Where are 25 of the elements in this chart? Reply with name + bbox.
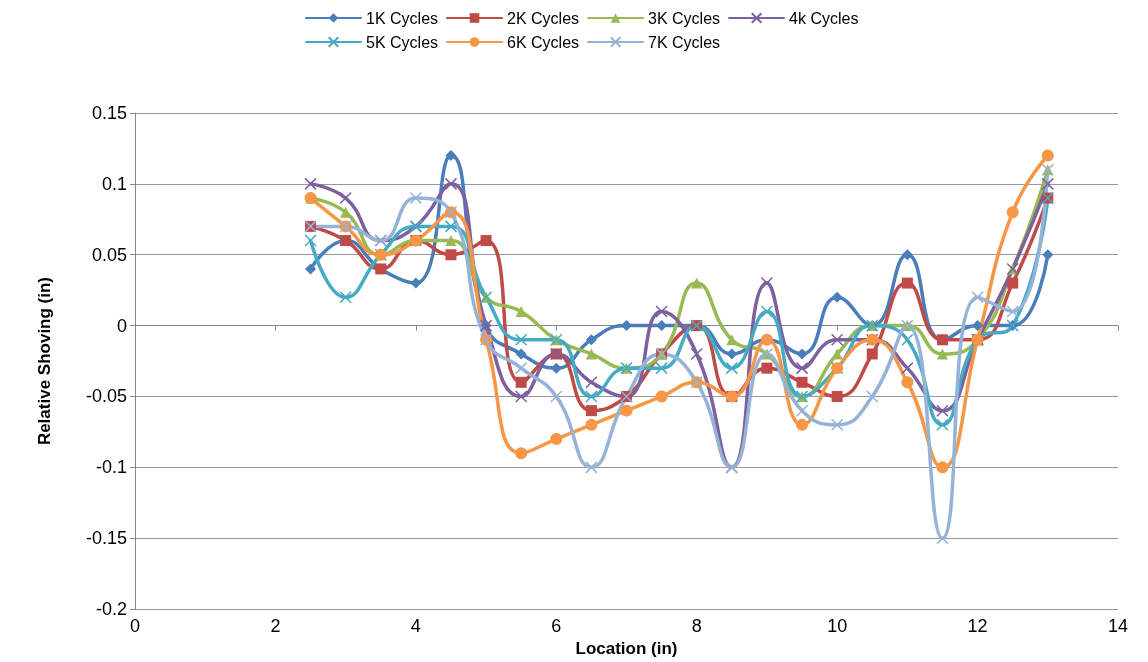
x-tick-label: 14 xyxy=(1107,616,1129,637)
x-tick-label: 0 xyxy=(129,616,141,637)
legend-label: 3K Cycles xyxy=(648,9,721,27)
x-axis-title: Location (in) xyxy=(575,639,678,658)
x-tick-label: 8 xyxy=(691,616,702,637)
x-tick-label: 12 xyxy=(967,616,988,637)
y-tick-label: -0.05 xyxy=(85,386,127,407)
y-tick-label: 0.05 xyxy=(91,244,127,265)
y-tick-label: 0.15 xyxy=(91,103,127,123)
y-tick-label: -0.15 xyxy=(85,528,127,549)
y-tick-label: 0.1 xyxy=(101,173,127,194)
legend-label: 2K Cycles xyxy=(507,9,580,27)
legend-label: 7K Cycles xyxy=(648,33,721,51)
x-tick-label: 6 xyxy=(551,616,562,637)
y-axis-title: Relative Shoving (in) xyxy=(35,276,54,446)
x-tick-label: 2 xyxy=(270,616,281,637)
y-tick-label: -0.1 xyxy=(95,457,127,478)
legend-label: 1K Cycles xyxy=(366,9,439,27)
legend-label: 5K Cycles xyxy=(366,33,439,51)
y-tick-label: -0.2 xyxy=(95,599,127,620)
legend-label: 6K Cycles xyxy=(507,33,580,51)
legend-label: 4k Cycles xyxy=(789,9,859,27)
x-tick-label: 4 xyxy=(410,616,421,637)
x-tick-label: 10 xyxy=(827,616,848,637)
y-tick-label: 0 xyxy=(116,315,127,336)
